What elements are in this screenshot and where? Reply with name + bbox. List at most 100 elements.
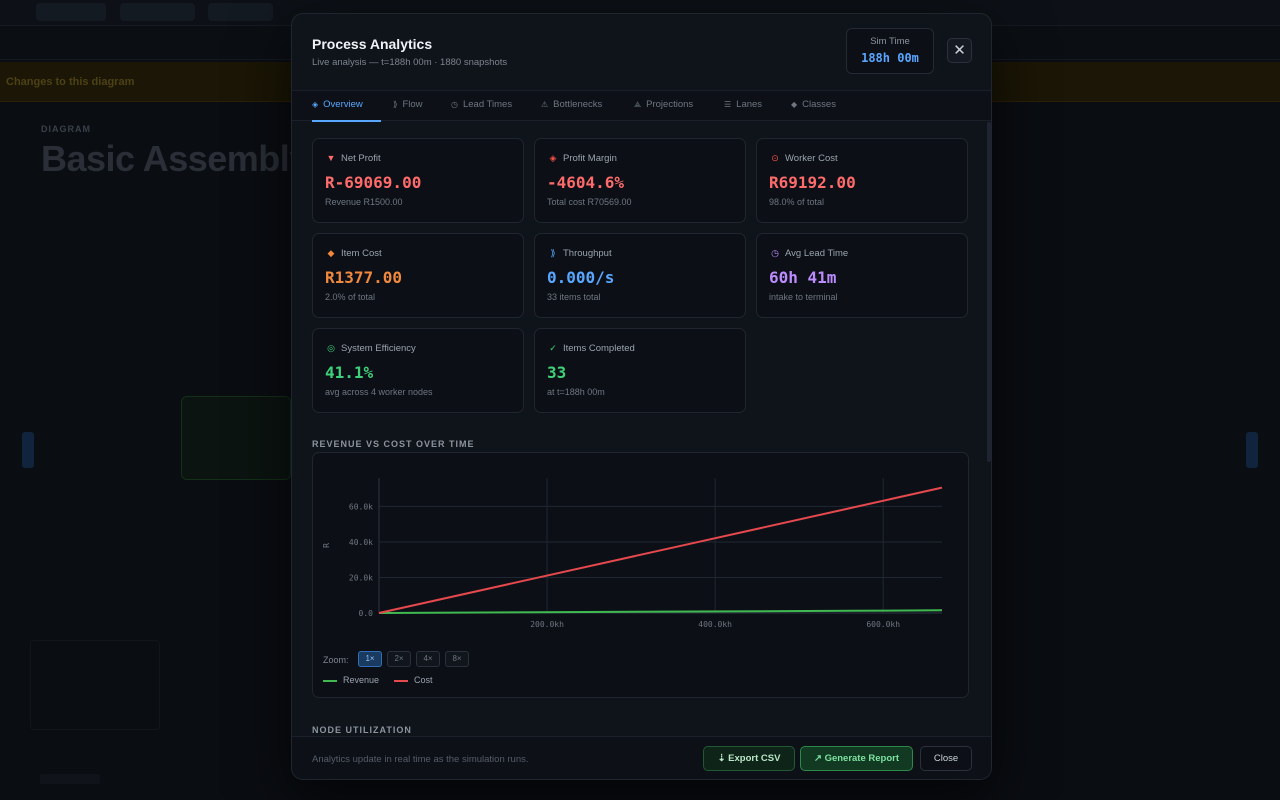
card-label: ◆ Item Cost: [325, 248, 382, 259]
card-value: R1377.00: [325, 268, 403, 287]
diamond-icon: ◈: [549, 153, 557, 163]
card-label: ✓ Items Completed: [547, 343, 635, 354]
background-banner-text: Changes to this diagram: [6, 76, 135, 88]
legend-cost-swatch: [394, 679, 408, 682]
card-note: 33 items total: [547, 292, 601, 302]
card-label: ⟫ Throughput: [547, 248, 611, 259]
legend-cost-label: Cost: [414, 675, 433, 685]
target-icon: ◎: [327, 343, 335, 353]
export-csv-button[interactable]: ⇣ Export CSV: [703, 746, 795, 771]
scrollbar[interactable]: [987, 122, 991, 462]
generate-report-button[interactable]: ↗ Generate Report: [800, 746, 913, 771]
worker-icon: ⊙: [771, 153, 779, 163]
zoom-2x-button[interactable]: 2×: [387, 651, 411, 667]
sim-time-value: 188h 00m: [861, 51, 919, 65]
y-axis-label: R: [322, 543, 331, 548]
card-note: at t=188h 00m: [547, 387, 605, 397]
card-label: ◎ System Efficiency: [325, 343, 416, 354]
zoom-4x-button[interactable]: 4×: [416, 651, 440, 667]
card-value: -4604.6%: [547, 173, 625, 192]
close-button[interactable]: Close: [920, 746, 972, 771]
card-label-text: Items Completed: [563, 343, 635, 354]
footer-note: Analytics update in real time as the sim…: [312, 754, 529, 765]
tab-flow-label: Flow: [402, 99, 423, 110]
card-value: R-69069.00: [325, 173, 422, 192]
card-item-cost: ◆ Item Cost R1377.00 2.0% of total: [312, 233, 524, 318]
card-value: R69192.00: [769, 173, 856, 192]
background-diagram-node: [181, 396, 291, 480]
triangle-down-icon: ▼: [326, 153, 336, 163]
check-icon: ✓: [549, 343, 557, 353]
legend-revenue-label: Revenue: [343, 675, 380, 685]
card-label-text: Net Profit: [341, 153, 381, 164]
card-value: 41.1%: [325, 363, 374, 382]
overview-panel: ▼ Net Profit R-69069.00 Revenue R1500.00 …: [292, 122, 991, 736]
tab-flow[interactable]: ⟫ Flow: [393, 91, 423, 122]
zoom-8x-button[interactable]: 8×: [445, 651, 469, 667]
card-label-text: Item Cost: [341, 248, 382, 259]
sim-time-label: Sim Time: [870, 36, 910, 47]
tab-classes[interactable]: ◆ Classes: [791, 91, 836, 122]
item-icon: ◆: [327, 248, 335, 258]
card-avg-lead-time: ◷ Avg Lead Time 60h 41m intake to termina…: [756, 233, 968, 318]
tab-projections[interactable]: ⟁ Projections: [634, 91, 693, 122]
x-tick-label: 200.0kh: [530, 620, 564, 629]
card-label-text: Avg Lead Time: [785, 248, 849, 259]
revenue-cost-chart-svg: 0.0 20.0k 40.0k 60.0k 200.0kh 400.0kh 600.0kh R: [322, 478, 943, 629]
classes-icon: ◆: [791, 100, 798, 109]
card-label: ▼ Net Profit: [325, 153, 381, 164]
lanes-icon: ☰: [724, 100, 732, 109]
legend-cost: Cost: [394, 675, 433, 685]
series-line-revenue: [378, 609, 943, 614]
card-note: Total cost R70569.00: [547, 197, 632, 207]
modal-subtitle: Live analysis — t=188h 00m · 1880 snapsh…: [312, 57, 508, 68]
card-value: 0.000/s: [547, 268, 615, 287]
card-label-text: Worker Cost: [785, 153, 838, 164]
series-line-cost: [378, 486, 943, 614]
background-left-handle: [22, 432, 34, 468]
card-profit-margin: ◈ Profit Margin -4604.6% Total cost R7056…: [534, 138, 746, 223]
tab-projections-label: Projections: [646, 99, 694, 110]
card-value: 60h 41m: [769, 268, 837, 287]
throughput-icon: ⟫: [550, 248, 556, 258]
card-worker-cost: ⊙ Worker Cost R69192.00 98.0% of total: [756, 138, 968, 223]
tab-classes-label: Classes: [802, 99, 836, 110]
clock-icon: ◷: [771, 248, 779, 258]
sim-time-badge: Sim Time 188h 00m: [846, 28, 934, 74]
card-label: ⊙ Worker Cost: [769, 153, 838, 164]
card-value: 33: [547, 363, 567, 382]
zoom-1x-button[interactable]: 1×: [358, 651, 382, 667]
modal-title: Process Analytics: [312, 36, 433, 52]
tab-bottlenecks[interactable]: ⚠ Bottlenecks: [541, 91, 602, 122]
card-net-profit: ▼ Net Profit R-69069.00 Revenue R1500.00: [312, 138, 524, 223]
tab-bottlenecks-label: Bottlenecks: [553, 99, 603, 110]
legend-revenue-swatch: [323, 679, 337, 682]
card-note: Revenue R1500.00: [325, 197, 403, 207]
y-tick-label: 40.0k: [349, 538, 373, 547]
tab-overview-label: Overview: [323, 99, 363, 110]
tab-lanes[interactable]: ☰ Lanes: [724, 91, 762, 122]
card-label-text: Profit Margin: [563, 153, 617, 164]
card-note: avg across 4 worker nodes: [325, 387, 433, 397]
x-tick-label: 600.0kh: [866, 620, 900, 629]
tab-lead-times[interactable]: ◷ Lead Times: [451, 91, 512, 122]
card-items-completed: ✓ Items Completed 33 at t=188h 00m: [534, 328, 746, 413]
analytics-tabs: ◈ Overview ⟫ Flow ◷ Lead Times ⚠ Bottlenecks…: [292, 90, 991, 122]
close-icon[interactable]: ✕: [947, 38, 972, 63]
modal-header: Process Analytics Live analysis — t=188h…: [292, 14, 991, 90]
flow-icon: ⟫: [393, 100, 398, 109]
card-note: intake to terminal: [769, 292, 838, 302]
clock-icon: ◷: [451, 100, 458, 109]
overview-icon: ◈: [312, 100, 319, 109]
modal-footer: Analytics update in real time as the sim…: [292, 736, 991, 779]
background-footer: [40, 774, 100, 784]
card-label-text: System Efficiency: [341, 343, 416, 354]
background-breadcrumb: DIAGRAM: [41, 124, 91, 134]
tab-overview[interactable]: ◈ Overview: [312, 91, 381, 122]
warning-icon: ⚠: [541, 100, 549, 109]
card-note: 2.0% of total: [325, 292, 376, 302]
node-utilization-section-title: NODE UTILIZATION: [312, 725, 412, 735]
revenue-cost-chart: 0.0 20.0k 40.0k 60.0k 200.0kh 400.0kh 600.0kh R…: [312, 452, 969, 698]
tab-lead-times-label: Lead Times: [462, 99, 513, 110]
card-system-efficiency: ◎ System Efficiency 41.1% avg across 4 wo…: [312, 328, 524, 413]
